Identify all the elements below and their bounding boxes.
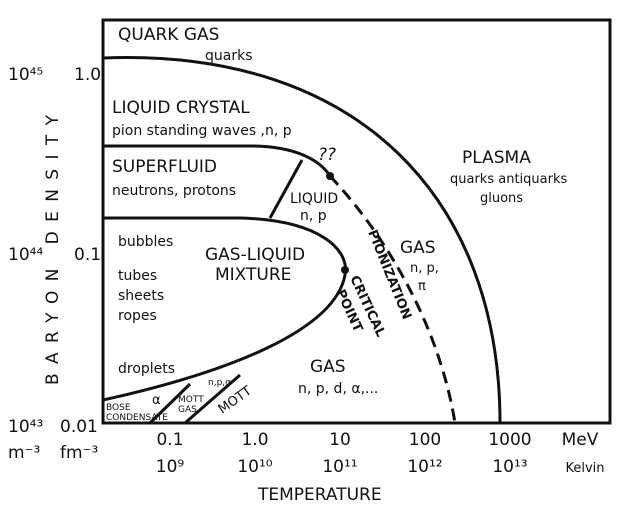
y-tick-label: 0.1 [74,245,101,265]
label: quarks [205,48,253,64]
y-tick-label: 10⁴⁵ [8,65,43,85]
x-tick-label: 10⁹ [156,457,185,477]
label: sheets [118,288,164,304]
label: α [152,393,161,408]
label: ?? [318,145,336,165]
label: quarks antiquarks [450,172,567,187]
x-axis-title: TEMPERATURE [257,485,382,505]
label: LIQUID CRYSTAL [112,98,250,118]
label: LIQUID [290,191,338,207]
label: n, p, [410,261,439,276]
label: QUARK GAS [118,25,219,45]
label: BOSE [106,403,131,413]
superfluid-boundary [268,159,304,219]
label: CONDENSATE [106,413,168,423]
label: GAS [400,238,436,258]
y-tick-label: 1.0 [74,65,101,85]
x-unit: MeV [562,430,599,450]
label: MOTT [178,395,204,405]
label: GAS-LIQUID [205,245,305,265]
liquid-crystal-boundary [103,144,332,177]
label: n,p,α [208,378,231,388]
y-unit: fm⁻³ [60,443,98,463]
critical-point [341,266,349,274]
label: MOTT [216,384,255,418]
triple-point [326,172,334,180]
x-tick-label: 1.0 [241,430,268,450]
y-tick-label: 10⁴³ [8,417,43,437]
x-tick-label: 10 [329,430,351,450]
label: pion standing waves ,n, p [112,123,292,139]
label: PLASMA [462,148,531,168]
mott-boundaries [148,373,241,425]
label: SUPERFLUID [112,157,217,177]
x-tick-label: 0.1 [156,430,183,450]
x-tick-label: 10¹² [407,457,442,477]
y-tick-label: 0.01 [60,417,98,437]
x-tick-label: 10¹³ [492,457,527,477]
label: π [418,279,426,294]
y-unit: m⁻³ [8,443,40,463]
pionization-boundary [328,174,457,424]
label: n, p [300,208,327,224]
mixture-boundary [102,216,348,402]
x-tick-label: 10¹⁰ [237,457,272,477]
y-axis-title: BARYON DENSITY [43,114,63,385]
label: n, p, d, α,... [298,381,378,397]
label: MIXTURE [215,265,291,285]
label: GAS [178,405,197,415]
label: bubbles [118,234,173,250]
x-tick-label: 100 [409,430,441,450]
plasma-boundary [102,56,502,424]
label: ropes [118,308,157,324]
label: GAS [310,357,346,377]
x-tick-label: 1000 [488,430,531,450]
label: gluons [480,191,523,206]
x-unit: Kelvin [565,461,604,476]
label: tubes [118,268,157,284]
y-tick-label: 10⁴⁴ [8,245,43,265]
label: neutrons, protons [112,183,236,199]
label: droplets [118,361,175,377]
x-tick-label: 10¹¹ [322,457,357,477]
plot-frame [101,18,612,425]
